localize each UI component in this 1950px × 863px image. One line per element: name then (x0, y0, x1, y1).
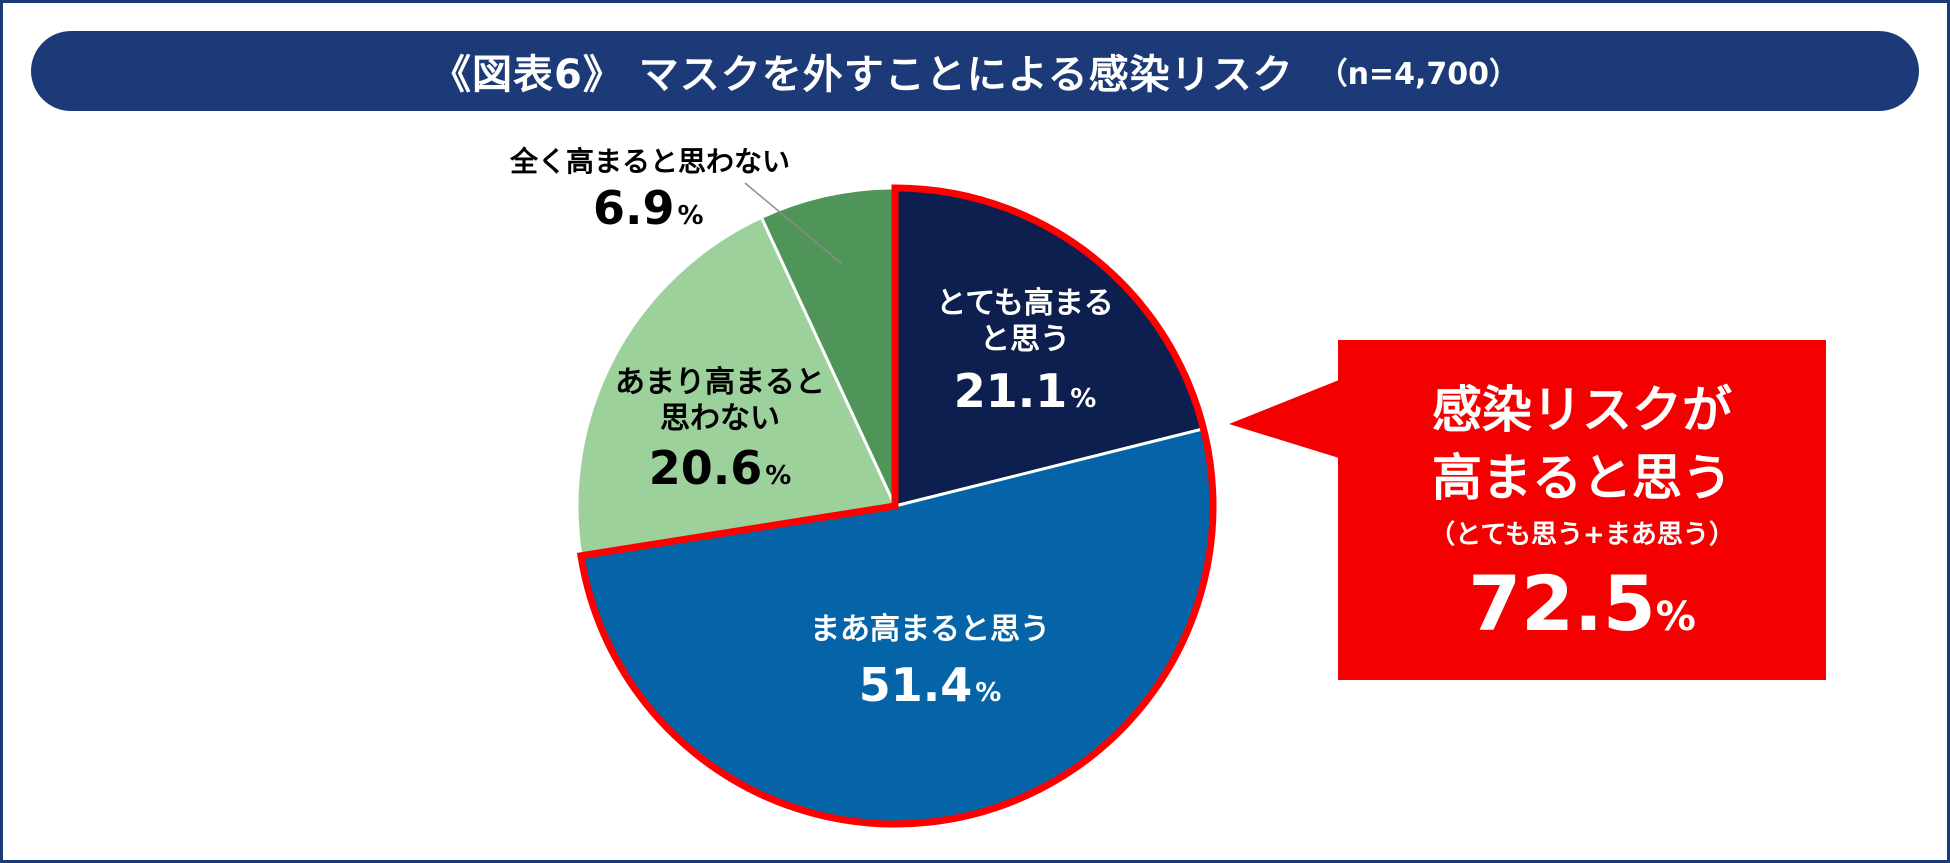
slice-value-amari: 20.6 (648, 441, 763, 495)
sample-size: （n=4,700） (1317, 57, 1519, 92)
chart-title: 《図表6》 マスクを外すことによる感染リスク (431, 52, 1294, 98)
pie-slice-2 (575, 215, 898, 558)
slice-name-line: まあ高まると思う (810, 612, 1050, 647)
slice-name-line: あまり高まると (615, 365, 825, 400)
percent-unit: % (1070, 384, 1097, 414)
percent-unit: % (677, 200, 704, 231)
slice-label-maa: まあ高まると思う 51.4% (780, 612, 1080, 713)
callout-pointer (1229, 380, 1339, 458)
slice-label-totemo: とても高まる と思う 21.1% (900, 286, 1150, 419)
slice-name-line: と思う (980, 322, 1070, 357)
slice-name-line: 思わない (660, 401, 780, 436)
percent-unit: % (765, 461, 792, 491)
highlight-outline (576, 184, 1217, 828)
leader-line (744, 182, 843, 265)
callout-total-value: 72.5 (1468, 559, 1656, 648)
slice-label-amari: あまり高まると 思わない 20.6% (590, 365, 850, 496)
pie-slice-3 (759, 186, 897, 507)
callout-head-line: 感染リスクが (1432, 381, 1732, 439)
callout-head-line: 高まると思う (1432, 449, 1732, 507)
callout-subtitle: （とても思う+まあ思う） (1429, 520, 1735, 550)
slice-value-mattaku: 6.9 (593, 180, 675, 235)
callout-box: 感染リスクが 高まると思う （とても思う+まあ思う） 72.5% (1338, 340, 1826, 680)
slice-name-line: とても高まる (936, 286, 1114, 321)
slice-name-line: 全く高まると思わない (509, 145, 790, 178)
percent-unit: % (975, 678, 1002, 708)
slice-value-maa: 51.4 (858, 658, 973, 712)
callout-total-unit: % (1655, 594, 1696, 640)
title-bar: 《図表6》 マスクを外すことによる感染リスク （n=4,700） (31, 31, 1919, 111)
slice-label-mattaku: 全く高まると思わない 6.9% (480, 145, 820, 236)
slice-value-totemo: 21.1 (953, 364, 1068, 418)
